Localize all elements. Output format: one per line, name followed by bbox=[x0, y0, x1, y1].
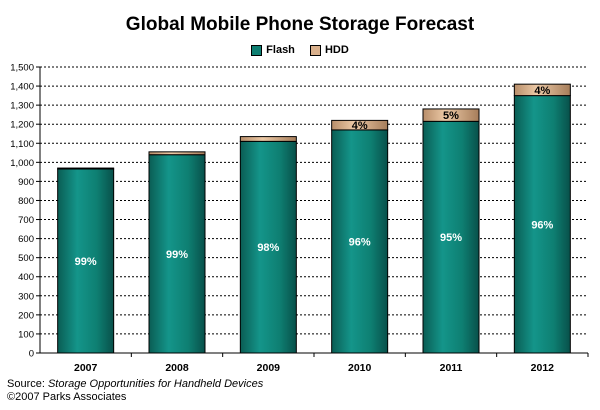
legend-label-flash: Flash bbox=[266, 44, 295, 56]
bar-hdd bbox=[331, 119, 389, 131]
chart-title: Global Mobile Phone Storage Forecast bbox=[125, 14, 475, 35]
y-tick-label: 300 bbox=[18, 291, 34, 302]
legend-item-hdd: HDD bbox=[309, 44, 349, 56]
y-tick-label: 1,500 bbox=[10, 63, 34, 74]
y-tick-label: 200 bbox=[18, 310, 34, 321]
legend-swatch-flash bbox=[251, 44, 263, 56]
data-label: 95% bbox=[440, 232, 462, 244]
data-label: 99% bbox=[166, 249, 188, 261]
legend-item-flash: Flash bbox=[251, 44, 295, 56]
source-note: Source: Storage Opportunities for Handhe… bbox=[7, 378, 263, 404]
bar-flash bbox=[57, 168, 115, 354]
bar-flash bbox=[422, 120, 480, 354]
y-tick-label: 1,000 bbox=[10, 158, 34, 169]
source-prefix: Source: bbox=[7, 378, 48, 390]
y-tick-label: 100 bbox=[18, 329, 34, 340]
bar-flash bbox=[513, 95, 571, 354]
bar-hdd bbox=[513, 83, 571, 97]
x-tick-label: 2007 bbox=[74, 362, 98, 374]
y-tick-label: 0 bbox=[29, 349, 34, 360]
data-label: 96% bbox=[531, 219, 553, 231]
bar-hdd bbox=[148, 151, 206, 156]
chart-legend: Flash HDD bbox=[0, 44, 600, 59]
y-tick-label: 1,300 bbox=[10, 101, 34, 112]
bar-hdd bbox=[57, 167, 115, 170]
x-tick-label: 2009 bbox=[257, 362, 281, 374]
bar-flash bbox=[148, 154, 206, 354]
x-tick-label: 2011 bbox=[440, 362, 463, 374]
data-label: 4% bbox=[534, 85, 550, 97]
x-tick-label: 2010 bbox=[348, 362, 372, 374]
data-label: 5% bbox=[443, 110, 459, 122]
y-tick-label: 800 bbox=[18, 196, 34, 207]
y-tick-label: 700 bbox=[18, 215, 34, 226]
y-tick-label: 900 bbox=[18, 177, 34, 188]
x-tick-label: 2008 bbox=[165, 362, 189, 374]
y-tick-label: 600 bbox=[18, 234, 34, 245]
bar-flash bbox=[239, 140, 297, 354]
data-label: 99% bbox=[75, 256, 97, 268]
y-tick-label: 500 bbox=[18, 253, 34, 264]
y-tick-label: 1,100 bbox=[10, 139, 34, 150]
x-tick-label: 2012 bbox=[531, 362, 555, 374]
bar-hdd bbox=[422, 108, 480, 122]
data-label: 96% bbox=[349, 236, 371, 248]
y-tick-label: 400 bbox=[18, 272, 34, 283]
legend-label-hdd: HDD bbox=[324, 44, 349, 56]
legend-swatch-hdd bbox=[309, 44, 321, 56]
data-label: 4% bbox=[352, 120, 368, 132]
copyright: ©2007 Parks Associates bbox=[7, 391, 127, 403]
y-tick-label: 1,200 bbox=[10, 120, 34, 131]
bar-hdd bbox=[239, 136, 297, 142]
source-title: Storage Opportunities for Handheld Devic… bbox=[47, 378, 264, 390]
y-tick-label: 1,400 bbox=[10, 82, 34, 93]
data-label: 98% bbox=[257, 242, 279, 254]
